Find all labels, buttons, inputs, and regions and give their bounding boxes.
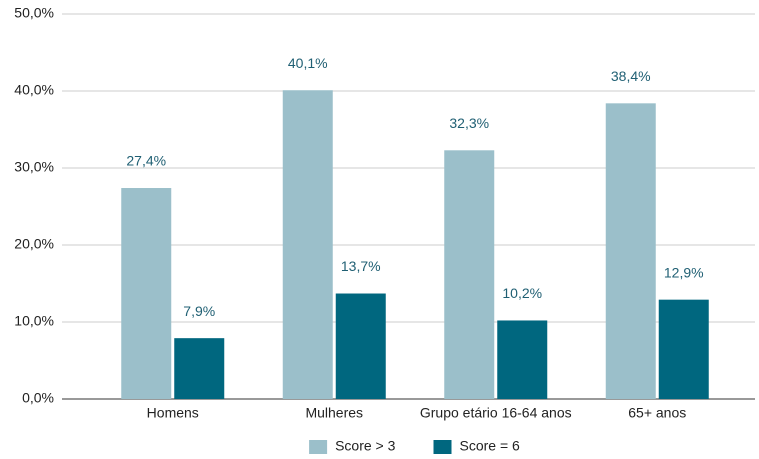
x-tick-label: Homens <box>147 405 199 421</box>
y-tick-label: 20,0% <box>14 236 54 252</box>
x-tick-label: Grupo etário 16-64 anos <box>420 405 572 421</box>
bar <box>444 150 495 399</box>
value-label: 7,9% <box>183 303 215 319</box>
value-label: 38,4% <box>611 68 651 84</box>
bar <box>282 90 333 399</box>
legend-swatch <box>433 440 452 454</box>
bar <box>335 293 386 399</box>
y-tick-label: 10,0% <box>14 313 54 329</box>
y-tick-label: 50,0% <box>14 5 54 21</box>
value-label: 40,1% <box>288 55 328 71</box>
y-tick-label: 0,0% <box>22 390 54 406</box>
bar <box>605 103 656 399</box>
value-label: 32,3% <box>449 115 489 131</box>
legend-swatch <box>309 440 328 454</box>
y-tick-label: 40,0% <box>14 82 54 98</box>
y-tick-label: 30,0% <box>14 159 54 175</box>
x-tick-label: 65+ anos <box>628 405 686 421</box>
value-label: 27,4% <box>126 153 166 169</box>
bar <box>121 188 172 399</box>
value-label: 12,9% <box>664 264 704 280</box>
value-label: 10,2% <box>502 285 542 301</box>
legend-label: Score = 6 <box>460 438 521 454</box>
value-label: 13,7% <box>341 258 381 274</box>
bar <box>658 299 709 399</box>
x-tick-label: Mulheres <box>305 405 363 421</box>
legend-label: Score > 3 <box>335 438 396 454</box>
bar <box>497 320 548 399</box>
bar <box>174 338 225 399</box>
